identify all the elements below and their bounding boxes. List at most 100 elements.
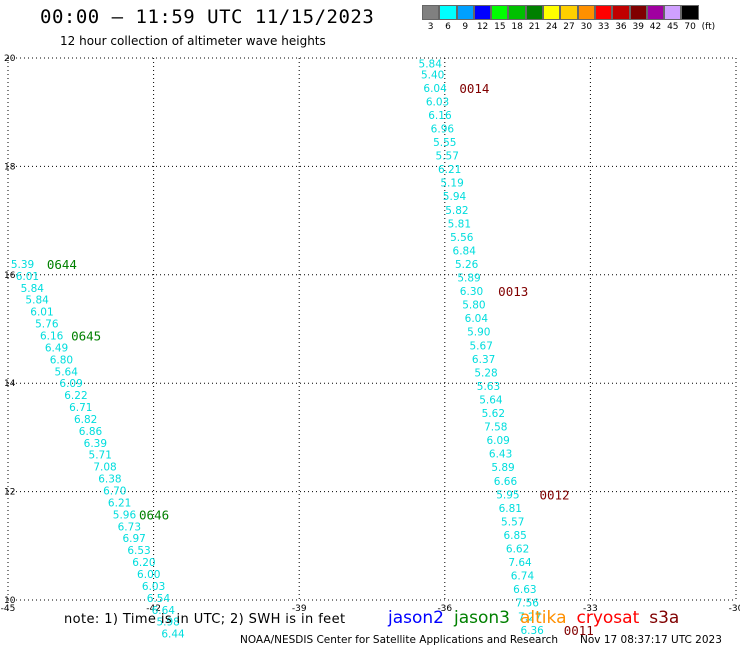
wave-height-point: 6.39 [84,438,107,450]
satellite-altika: altika [520,608,567,628]
wave-height-point: 5.62 [482,408,505,420]
wave-height-point: 6.09 [486,435,509,447]
wave-height-point: 5.56 [450,232,474,244]
wave-height-point: 7.64 [508,557,532,569]
wave-height-point: 5.81 [448,218,471,230]
wave-height-point: 6.82 [74,414,97,426]
wave-height-point: 5.40 [421,69,444,81]
wave-height-point: 6.00 [137,569,160,581]
wave-height-point: 6.09 [59,378,82,390]
wave-height-point: 6.04 [423,83,447,95]
wave-height-point: 5.84 [25,295,49,307]
wave-height-point: 5.57 [436,151,459,163]
legend-label: 27 [563,22,575,32]
legend-swatch [594,5,613,20]
satellite-key: jason2 jason3 altika cryosat s3a [388,608,689,628]
wave-height-point: 6.96 [431,123,455,135]
legend-swatch [664,5,682,20]
wave-height-point: 6.62 [506,544,529,556]
wave-height-point: 6.66 [494,476,518,488]
wave-height-point: 6.64 [152,605,176,617]
wave-height-point: 6.20 [132,557,155,569]
chart-subtitle: 12 hour collection of altimeter wave hei… [60,34,326,48]
legend-swatch [525,5,544,20]
wave-height-point: 5.76 [35,319,59,331]
legend-label: 3 [427,22,434,32]
wave-height-point: 6.81 [499,503,522,515]
legend-swatch [508,5,526,20]
legend-label: 42 [649,22,662,32]
wave-height-point: 6.43 [489,449,512,461]
wave-height-point: 5.71 [89,450,112,462]
wave-height-point: 6.36 [520,625,544,637]
wave-height-point: 6.38 [98,474,121,486]
legend-unit: (ft) [701,22,716,32]
footer-note: note: 1) Time is in UTC; 2) SWH is in fe… [64,612,346,627]
wave-height-point: 5.63 [477,381,500,393]
legend-label: 70 [684,22,696,32]
wave-height-point: 5.80 [462,300,485,312]
wave-height-point: 6.21 [438,164,461,176]
wave-height-point: 5.89 [491,462,514,474]
legend-label: 30 [580,22,593,32]
wave-height-point: 6.37 [472,354,495,366]
legend-label: 39 [632,22,644,32]
legend-label: 15 [494,22,506,32]
pass-time-label: 0012 [539,487,569,502]
wave-height-point: 6.44 [161,629,185,641]
legend-label: 33 [597,22,610,32]
legend-labels: 3 6 9 12 15 18 21 24 27 30 33 36 39 42 45 70 (ft) [422,22,717,32]
wave-height-point: 6.22 [64,390,87,402]
wave-height-point: 6.30 [460,286,483,298]
wave-height-point: 5.95 [496,489,519,501]
pass-time-label: 0645 [71,329,101,344]
satellite-cryosat: cryosat [576,608,640,628]
wave-height-point: 5.26 [455,259,479,271]
color-legend: 3 6 9 12 15 18 21 24 27 30 33 36 39 42 45 70 (ft) [422,5,717,32]
wave-height-point: 5.64 [479,394,503,406]
x-tick-label: -42 [146,604,161,614]
wave-height-point: 5.82 [445,205,468,217]
wave-height-point: 6.01 [30,307,53,319]
satellite-jason2: jason2 [388,608,444,628]
y-tick-label: 20 [4,54,16,64]
y-tick-label: 18 [4,162,16,172]
wave-height-point: 6.70 [103,486,126,498]
satellite-jason3: jason3 [454,608,510,628]
wave-height-point: 6.74 [511,571,535,583]
pass-time-label: 0646 [139,507,169,522]
wave-height-point: 5.90 [467,327,490,339]
wave-height-point: 6.73 [118,521,141,533]
pass-time-label: 0644 [47,257,77,272]
wave-height-point: 6.21 [108,497,131,509]
legend-swatches [422,5,717,20]
legend-label: 6 [445,22,451,32]
x-tick-label: -30 [729,604,740,614]
wave-height-point: 6.54 [147,593,171,605]
wave-height-point: 5.55 [433,137,456,149]
legend-label: 45 [667,22,679,32]
pass-time-label: 0014 [459,81,489,96]
wave-height-point: 6.86 [79,426,103,438]
wave-height-point: 7.08 [93,462,116,474]
legend-label: 21 [528,22,541,32]
wave-height-point: 5.94 [443,191,467,203]
legend-swatch [456,5,474,20]
wave-height-point: 5.98 [156,617,179,629]
legend-swatch [612,5,630,20]
wave-height-point: 6.01 [16,271,39,283]
y-tick-label: 14 [4,379,16,389]
legend-swatch [646,5,665,20]
legend-swatch [491,5,509,20]
generated-timestamp: Nov 17 08:37:17 UTC 2023 [580,634,722,646]
wave-height-point: 6.16 [40,331,64,343]
wave-height-point: 6.80 [50,354,73,366]
wave-height-point: 6.53 [127,545,150,557]
wave-height-point: 6.63 [513,584,536,596]
legend-swatch [439,5,457,20]
pass-time-label: 0013 [498,284,528,299]
wave-height-point: 6.71 [69,402,92,414]
wave-height-point: 6.85 [503,530,526,542]
legend-label: 36 [615,22,627,32]
wave-height-point: 6.03 [426,96,449,108]
